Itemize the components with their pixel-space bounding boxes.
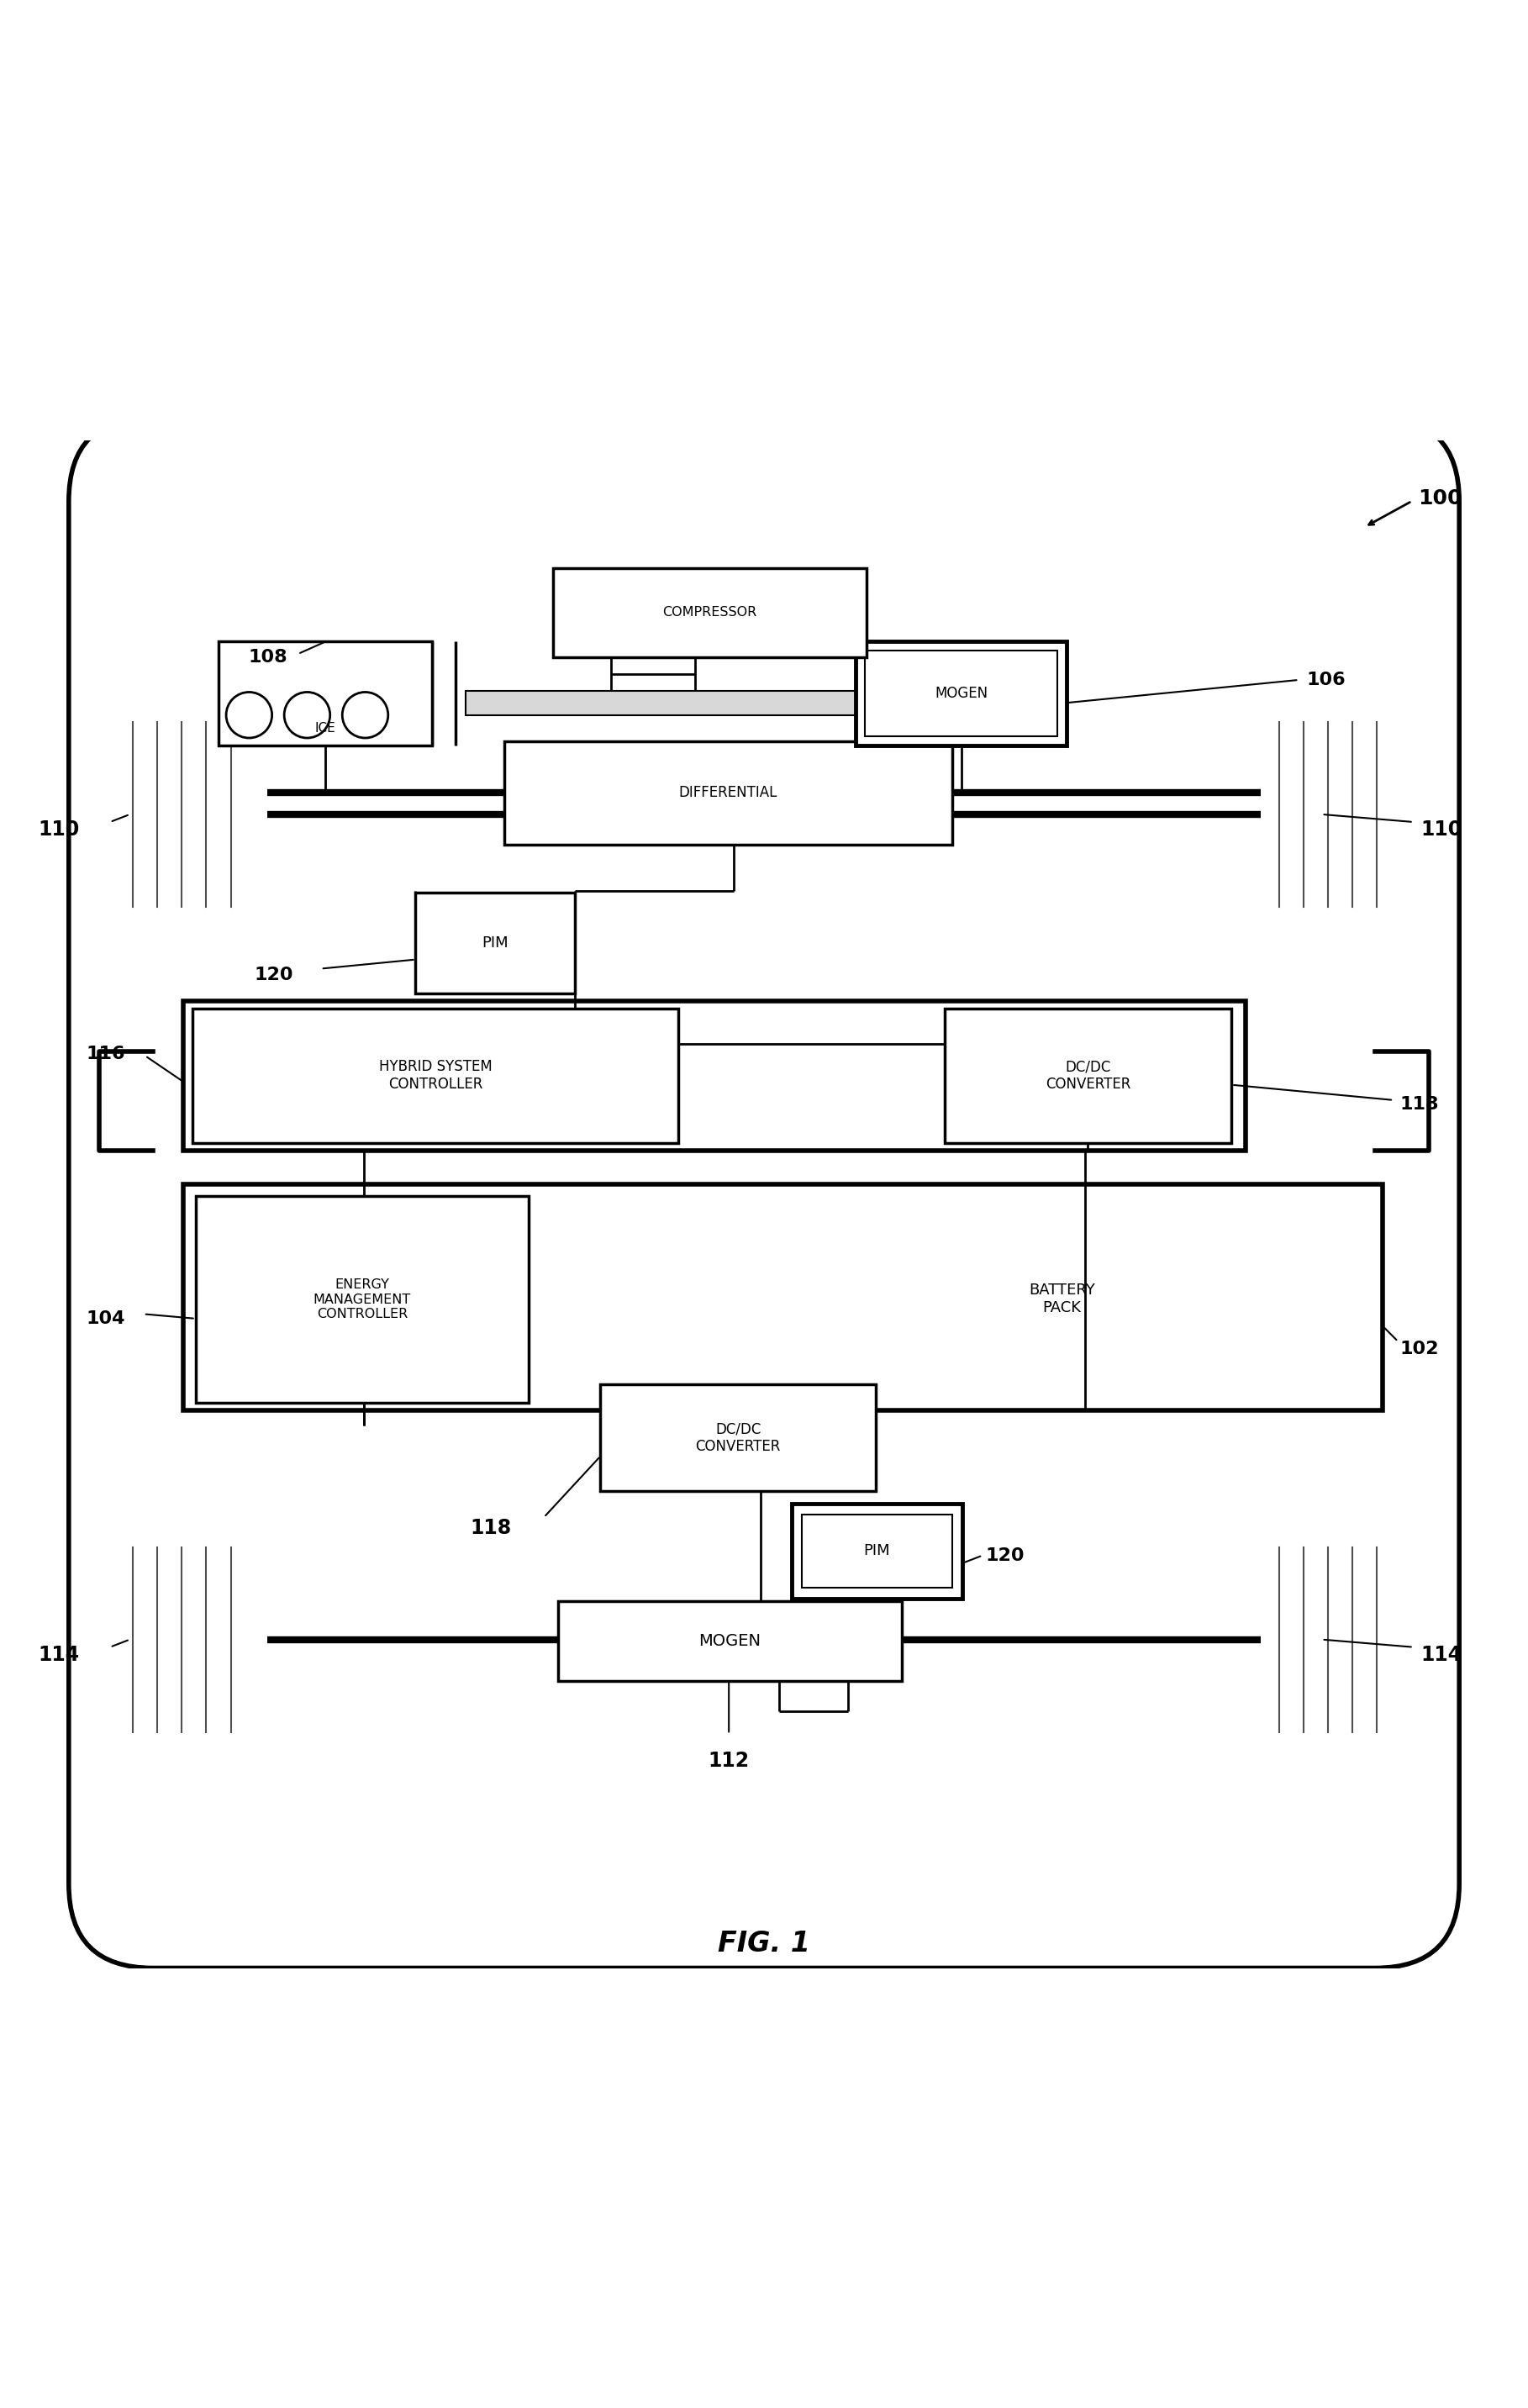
FancyBboxPatch shape	[69, 417, 1459, 1967]
Text: ENERGY
MANAGEMENT
CONTROLLER: ENERGY MANAGEMENT CONTROLLER	[313, 1279, 411, 1320]
Text: 110: 110	[1421, 819, 1462, 840]
Text: 118: 118	[1400, 1096, 1439, 1112]
Text: 120: 120	[254, 966, 293, 982]
FancyBboxPatch shape	[558, 1601, 902, 1681]
FancyBboxPatch shape	[466, 691, 863, 715]
FancyBboxPatch shape	[553, 568, 866, 657]
Text: MOGEN: MOGEN	[698, 1633, 761, 1649]
Text: PIM: PIM	[481, 934, 509, 951]
Text: BATTERY
PACK: BATTERY PACK	[1028, 1283, 1096, 1315]
Text: 120: 120	[986, 1546, 1025, 1563]
FancyBboxPatch shape	[183, 1002, 1245, 1151]
FancyBboxPatch shape	[416, 893, 575, 992]
Text: 118: 118	[471, 1517, 512, 1539]
FancyBboxPatch shape	[865, 650, 1057, 737]
Text: 110: 110	[38, 819, 79, 840]
Circle shape	[284, 691, 330, 737]
Text: COMPRESSOR: COMPRESSOR	[663, 607, 756, 619]
FancyBboxPatch shape	[856, 641, 1067, 746]
FancyBboxPatch shape	[802, 1515, 952, 1587]
FancyBboxPatch shape	[792, 1503, 963, 1599]
FancyBboxPatch shape	[96, 1510, 286, 1767]
Circle shape	[342, 691, 388, 737]
FancyBboxPatch shape	[944, 1009, 1232, 1144]
FancyBboxPatch shape	[193, 1009, 678, 1144]
FancyBboxPatch shape	[183, 1185, 1383, 1411]
Text: 114: 114	[1421, 1645, 1462, 1664]
FancyBboxPatch shape	[1242, 1510, 1432, 1767]
Text: FIG. 1: FIG. 1	[718, 1929, 810, 1958]
Text: ICE: ICE	[315, 722, 336, 734]
Text: 114: 114	[38, 1645, 79, 1664]
FancyBboxPatch shape	[601, 1385, 876, 1491]
Text: HYBRID SYSTEM
CONTROLLER: HYBRID SYSTEM CONTROLLER	[379, 1060, 492, 1091]
Text: 104: 104	[86, 1310, 125, 1327]
Text: 106: 106	[1306, 672, 1346, 689]
Text: DC/DC
CONVERTER: DC/DC CONVERTER	[695, 1421, 781, 1454]
Text: DC/DC
CONVERTER: DC/DC CONVERTER	[1045, 1060, 1131, 1091]
FancyBboxPatch shape	[504, 742, 952, 845]
FancyBboxPatch shape	[96, 686, 286, 944]
Text: DIFFERENTIAL: DIFFERENTIAL	[678, 785, 778, 799]
Text: MOGEN: MOGEN	[935, 686, 987, 701]
Text: 100: 100	[1418, 489, 1462, 508]
FancyBboxPatch shape	[196, 1197, 529, 1401]
Text: 102: 102	[1400, 1341, 1439, 1358]
FancyBboxPatch shape	[219, 641, 432, 746]
FancyBboxPatch shape	[1242, 686, 1432, 944]
Circle shape	[226, 691, 272, 737]
Text: PIM: PIM	[863, 1544, 891, 1558]
Text: 116: 116	[86, 1045, 125, 1062]
Text: 112: 112	[707, 1751, 750, 1772]
Text: 108: 108	[248, 648, 287, 665]
